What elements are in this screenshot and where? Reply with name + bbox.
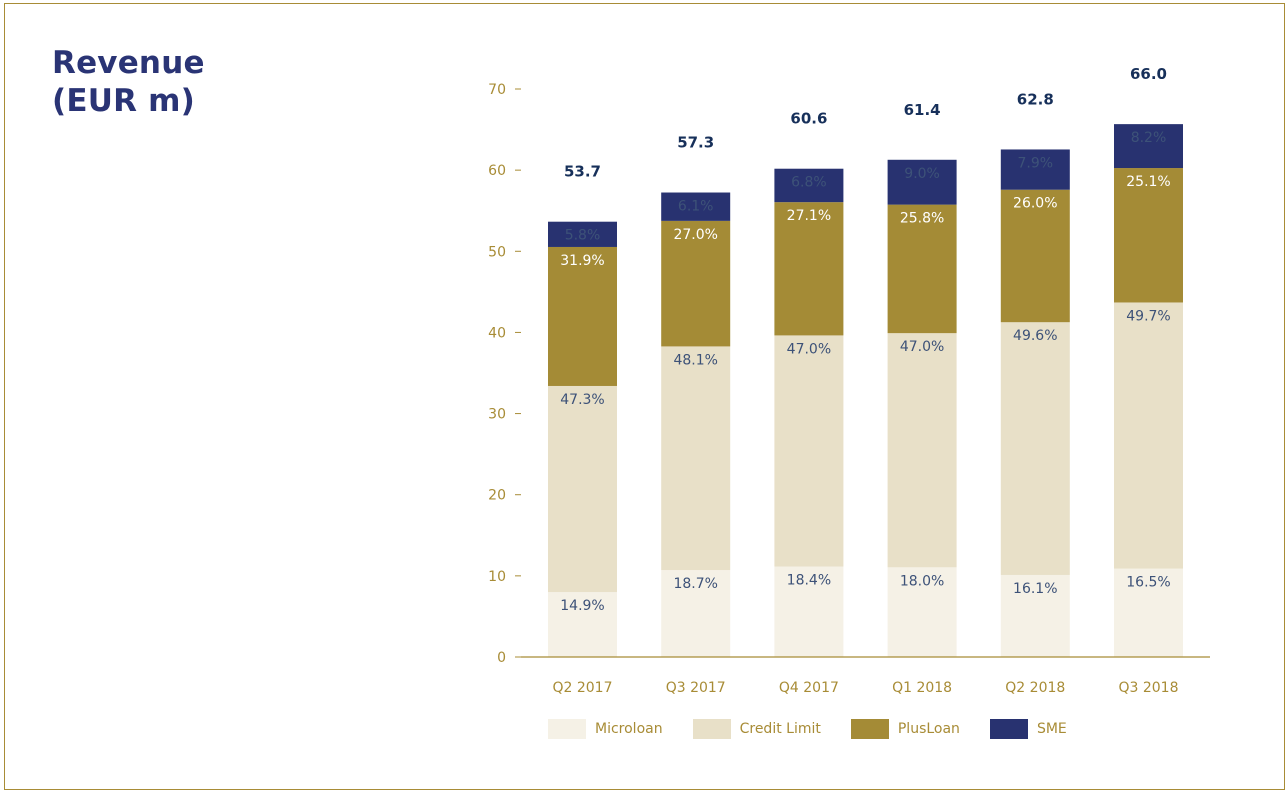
x-category-label-q3-2017: Q3 2017 (666, 680, 726, 696)
slide-frame (4, 3, 1285, 790)
bar-segment-credit-limit-q3-2017 (661, 346, 731, 571)
segment-label-microloan-q3-2018: 16.5% (1126, 575, 1170, 591)
y-tick-label-10: 10 (488, 569, 506, 585)
bar-segment-sme-q2-2018 (1000, 149, 1070, 190)
x-category-label-q3-2018: Q3 2018 (1118, 680, 1178, 696)
chart-title-line-2: (EUR m) (52, 83, 196, 119)
y-tick-label-20: 20 (488, 488, 506, 504)
y-tick-label-50: 50 (488, 244, 506, 260)
y-tick-label-0: 0 (497, 650, 506, 666)
chart-title: Revenue (EUR m) (52, 44, 205, 120)
segment-label-microloan-q4-2017: 18.4% (787, 573, 831, 589)
total-label-q3-2018: 66.0 (1130, 65, 1167, 83)
segment-label-sme-q2-2017: 5.8% (565, 228, 601, 244)
bar-segment-credit-limit-q1-2018 (887, 333, 957, 568)
bar-segment-plusloan-q2-2018 (1000, 189, 1070, 323)
bar-group-q4-2017: 18.4% 47.0% 27.1% 6.8% 60.6 (774, 110, 844, 657)
total-label-q2-2017: 53.7 (564, 163, 601, 181)
bar-segment-microloan-q1-2018 (887, 567, 957, 657)
chart-title-line-1: Revenue (52, 45, 205, 81)
bar-segment-credit-limit-q2-2017 (548, 385, 617, 593)
bar-segment-sme-q4-2017 (774, 168, 844, 203)
bar-segment-microloan-q3-2018 (1114, 568, 1183, 657)
segment-label-sme-q3-2017: 6.1% (678, 199, 714, 215)
bars: 14.9% 47.3% 31.9% 5.8% 53.7 18.7% 48.1% 27.0% 6.… (548, 65, 1183, 657)
legend-swatch-microloan (548, 719, 586, 739)
segment-label-credit-limit-q3-2018: 49.7% (1126, 308, 1170, 324)
segment-label-credit-limit-q4-2017: 47.0% (787, 341, 831, 357)
legend-swatch-sme (989, 719, 1028, 739)
segment-label-credit-limit-q2-2017: 47.3% (560, 392, 604, 408)
x-axis: Q2 2017 Q3 2017 Q4 2017 Q1 2018 Q2 2018 Q3 20… (521, 656, 1210, 696)
segment-label-plusloan-q2-2017: 31.9% (560, 253, 604, 269)
legend-item-plusloan: PlusLoan (850, 719, 960, 739)
segment-label-microloan-q2-2017: 14.9% (560, 598, 604, 614)
segment-label-sme-q1-2018: 9.0% (904, 166, 940, 182)
total-label-q3-2017: 57.3 (677, 134, 714, 152)
bar-segment-credit-limit-q4-2017 (774, 335, 844, 567)
bar-segment-plusloan-q3-2018 (1114, 168, 1183, 303)
legend-label-microloan: Microloan (595, 721, 663, 737)
x-category-label-q4-2017: Q4 2017 (779, 680, 839, 696)
legend-label-credit-limit: Credit Limit (739, 721, 821, 737)
segment-label-plusloan-q1-2018: 25.8% (900, 211, 944, 227)
bar-segment-sme-q2-2017 (548, 221, 617, 247)
segment-label-sme-q4-2017: 6.8% (791, 175, 827, 191)
y-tick-label-70: 70 (488, 82, 506, 98)
total-label-q4-2017: 60.6 (790, 110, 827, 128)
bar-segment-sme-q3-2017 (661, 192, 731, 221)
bar-segment-sme-q1-2018 (887, 159, 957, 205)
bar-group-q3-2018: 16.5% 49.7% 25.1% 8.2% 66.0 (1114, 65, 1183, 657)
segment-label-microloan-q1-2018: 18.0% (900, 573, 944, 589)
y-tick-label-40: 40 (488, 325, 506, 341)
bar-group-q3-2017: 18.7% 48.1% 27.0% 6.1% 57.3 (661, 134, 731, 657)
x-category-label-q2-2018: Q2 2018 (1005, 680, 1065, 696)
bar-segment-microloan-q4-2017 (774, 566, 844, 657)
legend-swatch-plusloan (850, 719, 889, 739)
segment-label-microloan-q3-2017: 18.7% (673, 576, 717, 592)
segment-label-credit-limit-q3-2017: 48.1% (673, 352, 717, 368)
total-label-q2-2018: 62.8 (1017, 90, 1054, 108)
bar-segment-plusloan-q3-2017 (661, 220, 731, 347)
y-tick-label-30: 30 (488, 407, 506, 423)
segment-label-sme-q3-2018: 8.2% (1131, 130, 1167, 146)
y-axis: 0 10 20 30 40 50 60 70 (488, 82, 521, 666)
segment-label-plusloan-q3-2018: 25.1% (1126, 174, 1170, 190)
legend: Microloan Credit Limit PlusLoan SME (548, 718, 1097, 740)
legend-item-sme: SME (989, 719, 1067, 739)
bar-segment-plusloan-q4-2017 (774, 202, 844, 336)
bar-segment-sme-q3-2018 (1114, 124, 1183, 169)
bar-segment-microloan-q3-2017 (661, 570, 731, 657)
legend-swatch-credit-limit (692, 719, 731, 739)
segment-label-sme-q2-2018: 7.9% (1018, 155, 1054, 171)
segment-label-credit-limit-q2-2018: 49.6% (1013, 328, 1057, 344)
bar-segment-credit-limit-q3-2018 (1114, 302, 1183, 569)
bar-segment-credit-limit-q2-2018 (1000, 322, 1070, 575)
y-tick-label-60: 60 (488, 163, 506, 179)
bar-group-q2-2018: 16.1% 49.6% 26.0% 7.9% 62.8 (1000, 90, 1070, 657)
segment-label-plusloan-q2-2018: 26.0% (1013, 196, 1057, 212)
segment-label-plusloan-q3-2017: 27.0% (673, 227, 717, 243)
bar-group-q1-2018: 18.0% 47.0% 25.8% 9.0% 61.4 (887, 101, 957, 657)
segment-label-credit-limit-q1-2018: 47.0% (900, 339, 944, 355)
total-label-q1-2018: 61.4 (904, 101, 941, 119)
segment-label-microloan-q2-2018: 16.1% (1013, 581, 1057, 597)
x-category-label-q2-2017: Q2 2017 (552, 680, 612, 696)
x-category-label-q1-2018: Q1 2018 (892, 680, 952, 696)
legend-label-sme: SME (1036, 721, 1067, 737)
segment-label-plusloan-q4-2017: 27.1% (787, 208, 831, 224)
legend-item-credit-limit: Credit Limit (692, 719, 821, 739)
legend-item-microloan: Microloan (548, 719, 663, 739)
bar-segment-microloan-q2-2018 (1000, 574, 1070, 657)
bar-segment-plusloan-q1-2018 (887, 204, 957, 334)
legend-label-plusloan: PlusLoan (897, 721, 960, 737)
bar-group-q2-2017: 14.9% 47.3% 31.9% 5.8% 53.7 (548, 163, 617, 657)
bar-segment-microloan-q2-2017 (548, 592, 617, 657)
bar-segment-plusloan-q2-2017 (548, 246, 617, 386)
